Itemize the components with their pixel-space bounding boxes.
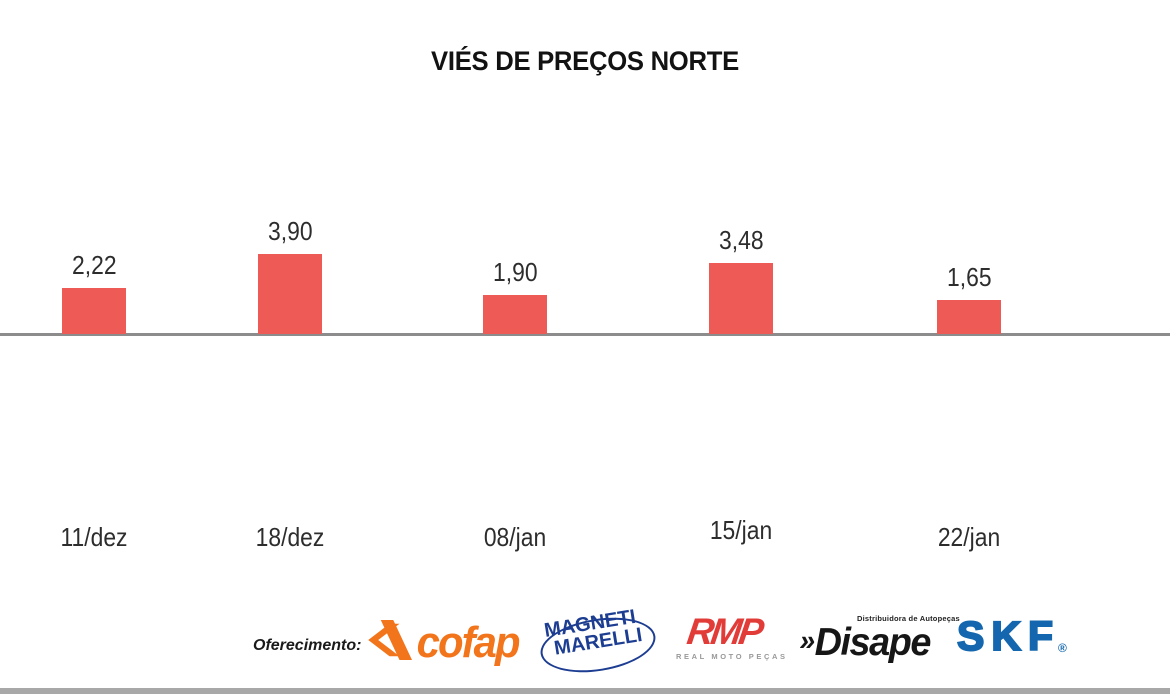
disape-wordmark: »Disape (799, 621, 957, 664)
value-label: 1,90 (492, 257, 538, 287)
magneti-marelli-logo: MAGNETI MARELLI (536, 606, 660, 680)
bar-group-22jan: 1,65 (909, 262, 1029, 334)
value-label: 3,48 (718, 225, 764, 255)
disape-logo: Distribuidora de Autopeças »Disape (797, 614, 960, 664)
cofap-arrows-icon (362, 620, 412, 665)
skf-wordmark: SKF (956, 613, 1060, 659)
value-label: 3,90 (267, 216, 313, 246)
rmp-logo: RMP REAL MOTO PEÇAS (676, 611, 788, 661)
cofap-logo: cofap (362, 620, 521, 665)
rmp-wordmark: RMP (684, 611, 764, 652)
sponsors-caption: Oferecimento: (253, 637, 362, 654)
bar (709, 263, 773, 334)
disape-text: Disape (814, 621, 932, 664)
cofap-wordmark: cofap (416, 617, 521, 667)
x-tick-label: 22/jan (937, 522, 1001, 552)
bottom-edge-bar (0, 688, 1170, 694)
skf-logo: SKF ® (956, 613, 1067, 659)
disape-subtext: Distribuidora de Autopeças (857, 614, 960, 623)
bar (62, 288, 126, 334)
disape-chevrons-icon: » (799, 625, 815, 657)
bar (483, 295, 547, 334)
x-tick-label: 08/jan (483, 522, 547, 552)
x-axis-line (0, 333, 1170, 336)
bar-group-18dez: 3,90 (230, 216, 350, 334)
x-tick-label: 18/dez (255, 522, 325, 552)
value-label: 1,65 (946, 262, 992, 292)
value-label: 2,22 (71, 250, 117, 280)
bar-group-08jan: 1,90 (455, 257, 575, 334)
bar-group-15jan: 3,48 (681, 225, 801, 334)
rmp-subtext: REAL MOTO PEÇAS (676, 652, 788, 661)
bar (937, 300, 1001, 334)
skf-registered-mark: ® (1058, 641, 1067, 655)
x-tick-label: 15/jan (709, 515, 773, 545)
bar-group-11dez: 2,22 (34, 250, 154, 334)
x-tick-label: 11/dez (60, 522, 128, 552)
bar (258, 254, 322, 334)
chart-title: VIÉS DE PREÇOS NORTE (431, 46, 739, 76)
